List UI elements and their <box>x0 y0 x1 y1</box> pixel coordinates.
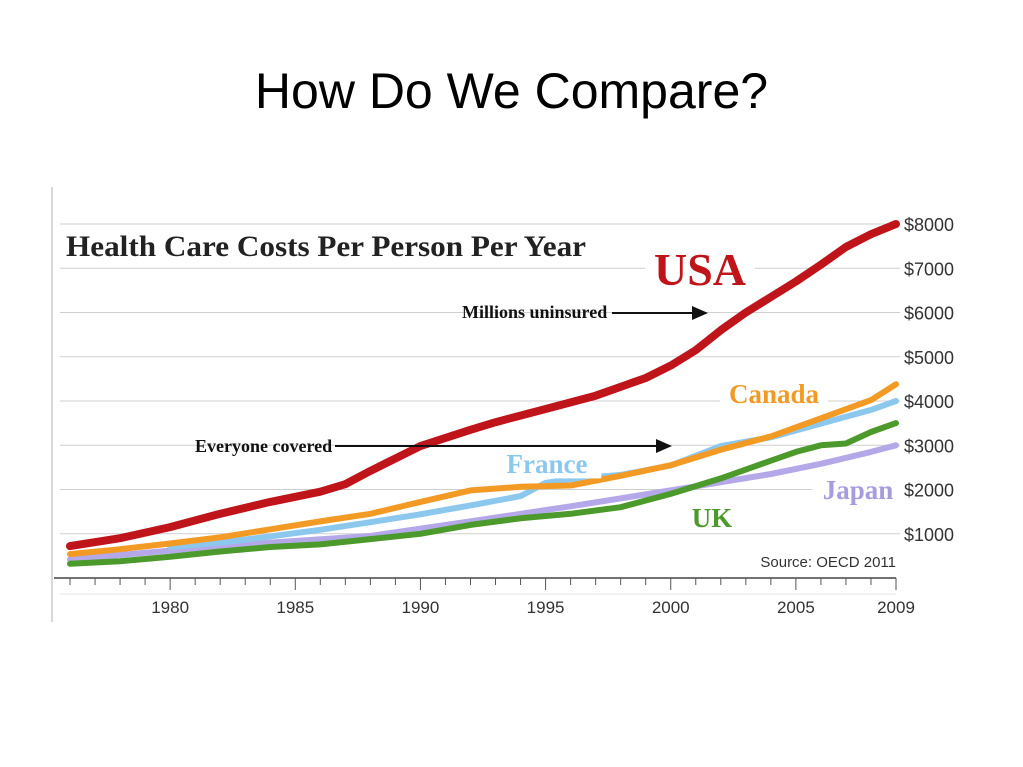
x-tick-label: 2005 <box>777 598 815 617</box>
x-tick-label: 1995 <box>527 598 565 617</box>
annotation-arrowhead <box>692 306 708 320</box>
slide-title: How Do We Compare? <box>254 63 769 119</box>
series-label-background <box>691 504 733 533</box>
y-tick-label: $4000 <box>904 392 954 412</box>
annotation-label: Millions uninsured <box>462 302 607 322</box>
series-label-france: France <box>507 449 588 479</box>
y-tick-label: $1000 <box>904 525 954 545</box>
annotation-label: Everyone covered <box>195 436 332 456</box>
y-tick-label: $5000 <box>904 348 954 368</box>
series-label-background <box>645 245 755 295</box>
y-tick-label: $7000 <box>904 259 954 279</box>
series-label-background <box>719 380 829 409</box>
series-label-japan: Japan <box>823 475 894 505</box>
y-tick-label: $2000 <box>904 481 954 501</box>
series-line-uk <box>67 420 899 567</box>
series-line-canada <box>67 381 899 558</box>
x-tick-label: 2000 <box>652 598 690 617</box>
y-tick-label: $6000 <box>904 304 954 324</box>
chart-title: Health Care Costs Per Person Per Year <box>66 230 586 263</box>
y-tick-label: $3000 <box>904 436 954 456</box>
x-tick-label: 1985 <box>276 598 314 617</box>
series-label-background <box>812 476 904 505</box>
x-tick-label: 1980 <box>151 598 189 617</box>
annotation-arrowhead <box>656 439 672 453</box>
series-label-background <box>492 450 602 479</box>
series-label-uk: UK <box>692 503 733 533</box>
series-label-usa: USA <box>654 244 746 295</box>
x-tick-label: 2009 <box>877 598 915 617</box>
series-label-canada: Canada <box>729 379 820 409</box>
y-tick-label: $8000 <box>904 215 954 235</box>
x-tick-label: 1990 <box>402 598 440 617</box>
series-line-usa <box>66 220 900 551</box>
source-note: Source: OECD 2011 <box>760 554 896 571</box>
series-line-japan <box>67 442 899 563</box>
